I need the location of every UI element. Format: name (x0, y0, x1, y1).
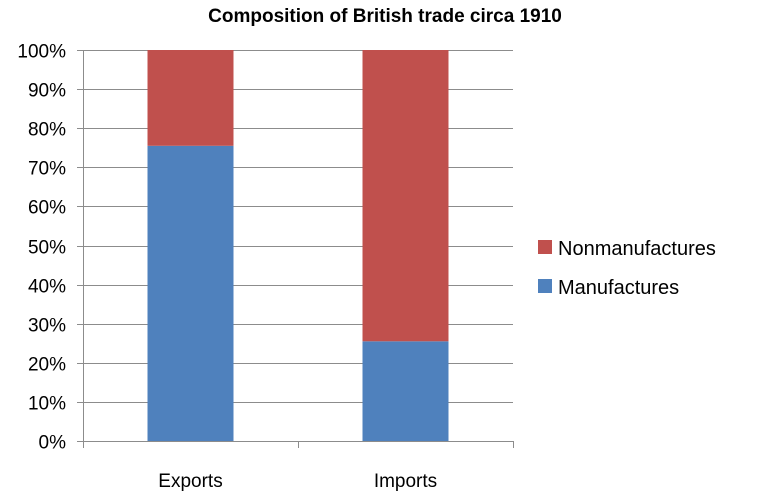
legend-swatch-manufactures (538, 279, 552, 293)
x-axis-category-labels: Exports Imports (158, 471, 437, 492)
bar-manufactures-imports (362, 341, 449, 441)
bars (147, 50, 449, 442)
y-tick-label: 0% (39, 433, 67, 454)
y-tick-label: 100% (17, 42, 66, 63)
y-tick-label: 10% (28, 394, 66, 415)
bar-nonmanufactures-imports (362, 50, 449, 342)
y-tick-label: 60% (28, 198, 66, 219)
y-tick-label: 70% (28, 159, 66, 180)
y-axis-tick-labels: 0% 10% 20% 30% 40% 50% 60% 70% 80% 90% 100% (17, 42, 66, 454)
chart-title: Composition of British trade circa 1910 (208, 6, 562, 27)
legend-label-manufactures: Manufactures (558, 277, 679, 299)
bar-manufactures-exports (147, 145, 234, 442)
y-tick-label: 30% (28, 316, 66, 337)
y-tick-label: 80% (28, 120, 66, 141)
x-category-label: Imports (374, 471, 437, 492)
legend-label-nonmanufactures: Nonmanufactures (558, 238, 716, 260)
x-category-label: Exports (158, 471, 222, 492)
y-tick-label: 50% (28, 238, 66, 259)
axes (83, 50, 514, 448)
legend-swatch-nonmanufactures (538, 240, 552, 254)
legend: Nonmanufactures Manufactures (538, 238, 716, 299)
bar-nonmanufactures-exports (147, 50, 234, 146)
y-tick-label: 40% (28, 277, 66, 298)
y-tick-label: 90% (28, 81, 66, 102)
y-tick-label: 20% (28, 355, 66, 376)
